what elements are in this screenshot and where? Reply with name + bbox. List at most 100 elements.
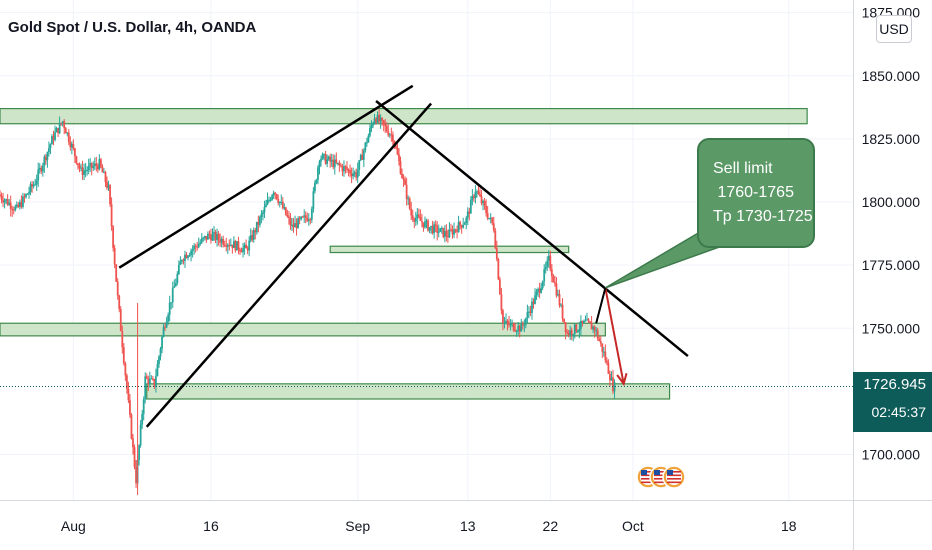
candle-body [477,191,480,195]
candle-body [258,217,261,225]
candle-body [104,172,107,183]
candle-body [57,127,59,134]
candle-body [595,330,598,332]
candle-body [572,334,575,336]
candle-body [425,220,428,222]
candle-body [188,255,191,257]
candle-body [341,166,344,172]
candle-body [240,251,243,253]
candle-body [492,223,495,231]
candle-body [194,245,197,247]
candle-body [549,255,552,270]
candle-body [272,192,275,196]
candle-body [64,128,67,134]
candle-body [500,294,503,311]
flag-stripe [654,474,668,477]
candle-body [448,229,451,238]
candle-body [269,199,272,201]
candle-body [109,185,111,205]
candle-body [220,238,223,243]
candle-body [226,244,229,247]
candle-body [427,220,429,231]
candle-body [61,121,64,124]
y-tick-label: 1775.000 [862,257,921,273]
candle-body [602,351,605,353]
candle-body [176,273,179,284]
candle-body [151,378,154,380]
candle-body [281,201,284,209]
flag-stripe [641,471,655,473]
candle-body [312,191,315,209]
candle-body [67,132,70,142]
x-tick-label: Sep [345,518,370,534]
candle-body [22,196,24,207]
candle-body [101,166,104,173]
candle-body [578,328,581,331]
candle-body [29,184,32,192]
candle-body [398,154,400,162]
candle-body [95,163,98,166]
candle-body [339,165,342,167]
candle-body [320,158,322,162]
candle-body [396,147,399,155]
candle-body [387,131,390,136]
candle-body [6,199,9,205]
zone-resistance [0,107,808,125]
x-axis: Aug 16 Sep 13 22 Oct 18 [61,518,797,534]
candle-body [251,235,254,240]
candle-body [199,242,202,245]
candle-body [297,218,299,229]
candle-body [489,217,492,219]
candle-body [211,234,214,241]
candle-body [284,207,287,215]
candle-body [278,201,281,203]
currency-button[interactable]: USD [876,15,912,43]
pullback-stroke [595,287,607,324]
candle-body [604,351,607,361]
candle-body [369,127,371,136]
trade-note-callout[interactable]: Sell limit 1760-1765 Tp 1730-1725 [697,138,815,248]
candle-body [0,194,1,196]
candle-body [552,276,555,283]
candle-body [222,238,225,245]
candle-body [99,159,102,167]
candle-body [106,182,108,188]
candle-body [375,118,377,123]
candle-body [309,219,312,221]
candle-body [531,301,533,313]
candle-body [378,114,381,122]
candle-body [257,221,260,225]
candle-body [295,223,298,229]
candle-body [239,249,241,252]
candle-body [557,294,559,296]
candle-body [474,191,477,199]
candle-body [90,162,93,168]
candle-body [472,195,475,199]
zone-layer [0,107,808,400]
candle-body [566,331,569,334]
candle-body [416,214,419,219]
candle-body [147,378,150,385]
candle-body [367,135,370,143]
candle-body [388,134,391,136]
candle-body [69,141,72,148]
candle-body [236,241,238,251]
candle-body [184,254,186,261]
candle-body [460,225,463,228]
candle-body [421,220,423,223]
candle-body [521,323,524,326]
candle-body [118,295,121,310]
x-tick-label: 13 [460,518,476,534]
candle-body [304,215,307,219]
us-event-flag-icon [662,465,686,489]
candle-body [31,184,34,187]
candle-body [54,132,56,140]
candle-body [271,195,274,200]
candle-body [9,202,12,210]
candle-body [219,239,222,243]
symbol-title: Gold Spot / U.S. Dollar, 4h, OANDA [8,19,257,36]
x-tick-label: 18 [781,518,797,534]
candle-body [60,122,63,124]
trendline-2 [145,102,433,428]
